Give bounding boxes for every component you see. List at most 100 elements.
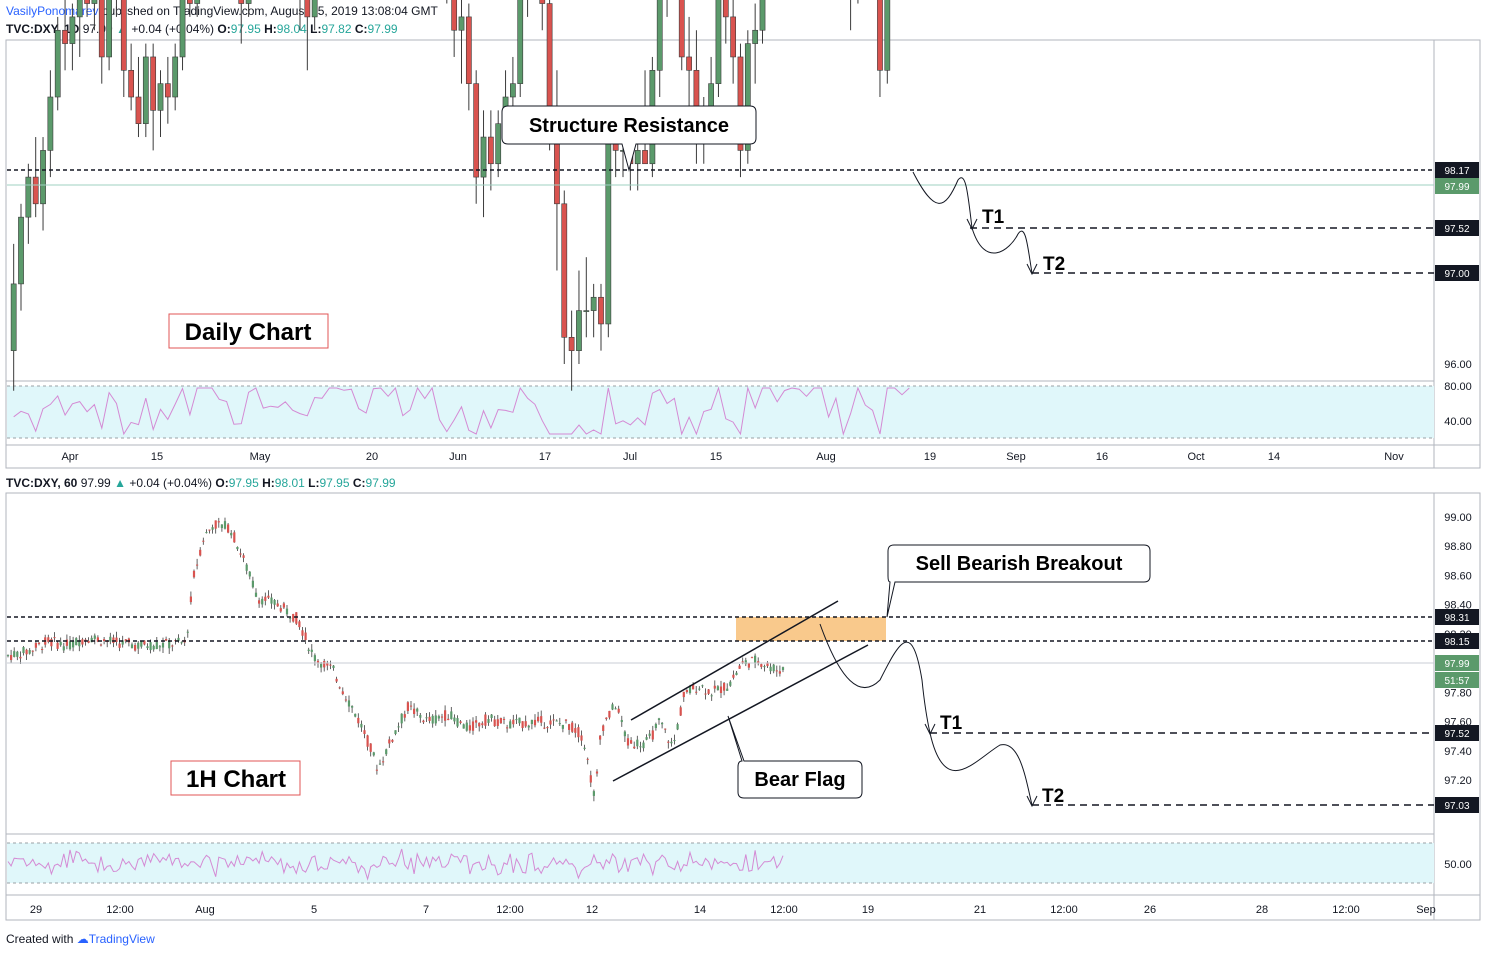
- daily-candle: [245, 0, 252, 4]
- daily-candle: [465, 16, 472, 84]
- hourly-candle: [453, 717, 456, 722]
- daily-time-tick: Oct: [1187, 451, 1204, 463]
- hourly-candle: [651, 730, 654, 740]
- hourly-candle: [177, 637, 180, 641]
- daily-t2-arrow-icon: [1026, 263, 1038, 276]
- hourly-candle: [533, 719, 537, 726]
- hourly-candle: [537, 716, 540, 722]
- hourly-candle: [341, 691, 344, 695]
- hourly-price-ticks: 99.0098.8098.6098.4098.2097.8097.6097.40…: [1444, 512, 1472, 787]
- badge-hourly-t1-text: 97.52: [1444, 729, 1469, 740]
- flag-upper-line: [630, 600, 839, 721]
- hourly-candle: [670, 741, 673, 744]
- daily-candle: [84, 0, 90, 4]
- daily-time-tick: Nov: [1384, 451, 1404, 463]
- daily-candle: [487, 136, 494, 165]
- hourly-candle: [59, 641, 62, 646]
- hourly-last: 97.99: [80, 476, 111, 490]
- daily-low-label: L:: [310, 22, 322, 36]
- hourly-candle: [502, 718, 506, 720]
- hourly-candle: [292, 613, 295, 622]
- hourly-candle: [775, 670, 778, 672]
- hourly-time-tick: 12:00: [106, 904, 134, 916]
- hourly-candle: [285, 608, 289, 615]
- badge-r1: [1435, 609, 1479, 625]
- hourly-candle: [31, 650, 34, 652]
- hourly-candle: [605, 717, 608, 720]
- hourly-t2-label: T2: [1042, 786, 1064, 807]
- hourly-candle: [760, 664, 763, 667]
- hourly-candle: [22, 647, 25, 654]
- daily-time-tick: 15: [710, 451, 722, 463]
- hourly-price-tick: 97.40: [1444, 746, 1472, 758]
- daily-symbol[interactable]: TVC:DXY, 1D: [6, 22, 80, 36]
- hourly-candle: [245, 564, 248, 571]
- daily-candle: [730, 16, 737, 58]
- hourly-candle: [323, 660, 326, 668]
- hourly-candle: [623, 731, 626, 737]
- flag-lower-line: [612, 644, 869, 782]
- hourly-candle: [577, 727, 580, 738]
- hourly-candle: [630, 740, 633, 744]
- hourly-symbol[interactable]: TVC:DXY, 60: [6, 476, 78, 490]
- hourly-candle: [161, 642, 165, 648]
- hourly-candle: [599, 735, 602, 740]
- daily-candle: [510, 83, 516, 98]
- hourly-candle: [493, 719, 496, 727]
- hourly-candle: [208, 529, 211, 531]
- hourly-candle: [140, 641, 143, 647]
- daily-candle: [590, 296, 597, 311]
- daily-frame: [5, 39, 1481, 469]
- hourly-candle: [13, 651, 16, 657]
- hourly-candle: [459, 721, 462, 723]
- hourly-candle: [239, 553, 242, 555]
- hourly-time-tick: 7: [423, 904, 429, 916]
- hourly-candle: [589, 775, 592, 783]
- daily-candle: [686, 56, 692, 71]
- hourly-price-tick: 98.60: [1444, 570, 1472, 582]
- hourly-candle: [685, 690, 688, 693]
- hourly-t2-arrow-icon: [1026, 795, 1038, 808]
- hourly-time-ticks: 29 12:00 Aug 5 7 12:00 12 14 12:00 19 21 12:00 26 28 1…: [30, 904, 1436, 916]
- hourly-candle: [87, 640, 90, 643]
- daily-rsi-tick: 80.00: [1444, 381, 1472, 393]
- badge-countdown: [1435, 672, 1479, 688]
- hourly-candle: [115, 637, 118, 642]
- hourly-candle: [335, 678, 338, 682]
- hourly-candle: [329, 664, 332, 666]
- hourly-candle: [617, 708, 620, 713]
- author-link[interactable]: VasilyPonomarev: [6, 4, 99, 18]
- tradingview-brand[interactable]: TradingView: [88, 932, 155, 946]
- daily-open: 97.95: [230, 22, 261, 36]
- hourly-legend: TVC:DXY, 60 97.99 ▲ +0.04 (+0.04%) O:97.…: [6, 476, 396, 490]
- hourly-candle: [766, 662, 769, 667]
- hourly-candle: [428, 716, 431, 721]
- hourly-candle: [636, 739, 639, 747]
- hourly-time-tick: 21: [974, 904, 986, 916]
- hourly-rsi-line: [7, 848, 784, 881]
- daily-candle: [186, 0, 193, 4]
- hourly-candle: [524, 721, 527, 727]
- daily-candle: [561, 203, 568, 338]
- hourly-candle: [778, 671, 781, 674]
- hourly-candle: [592, 791, 595, 796]
- daily-candle: [32, 176, 39, 205]
- hourly-high-label: H:: [262, 476, 275, 490]
- hourly-candle: [171, 645, 174, 647]
- daily-t1-label: T1: [982, 207, 1005, 228]
- hourly-candle: [214, 520, 217, 529]
- hourly-frame: [5, 492, 1481, 921]
- hourly-t1-arrow-icon: [924, 723, 936, 736]
- hourly-candle: [103, 639, 106, 642]
- hourly-price-tick: 98.40: [1444, 600, 1472, 612]
- hourly-candle: [360, 723, 363, 728]
- hourly-price-badges: 98.31 98.15 97.99 51:57 97.52 97.03: [1435, 609, 1479, 813]
- hourly-candle: [180, 642, 183, 644]
- hourly-candle: [41, 649, 44, 651]
- hourly-candle: [726, 688, 729, 691]
- hourly-candle: [258, 600, 261, 604]
- hourly-candle: [279, 608, 282, 612]
- daily-projection-path: [912, 171, 1033, 274]
- hourly-candle: [530, 719, 533, 725]
